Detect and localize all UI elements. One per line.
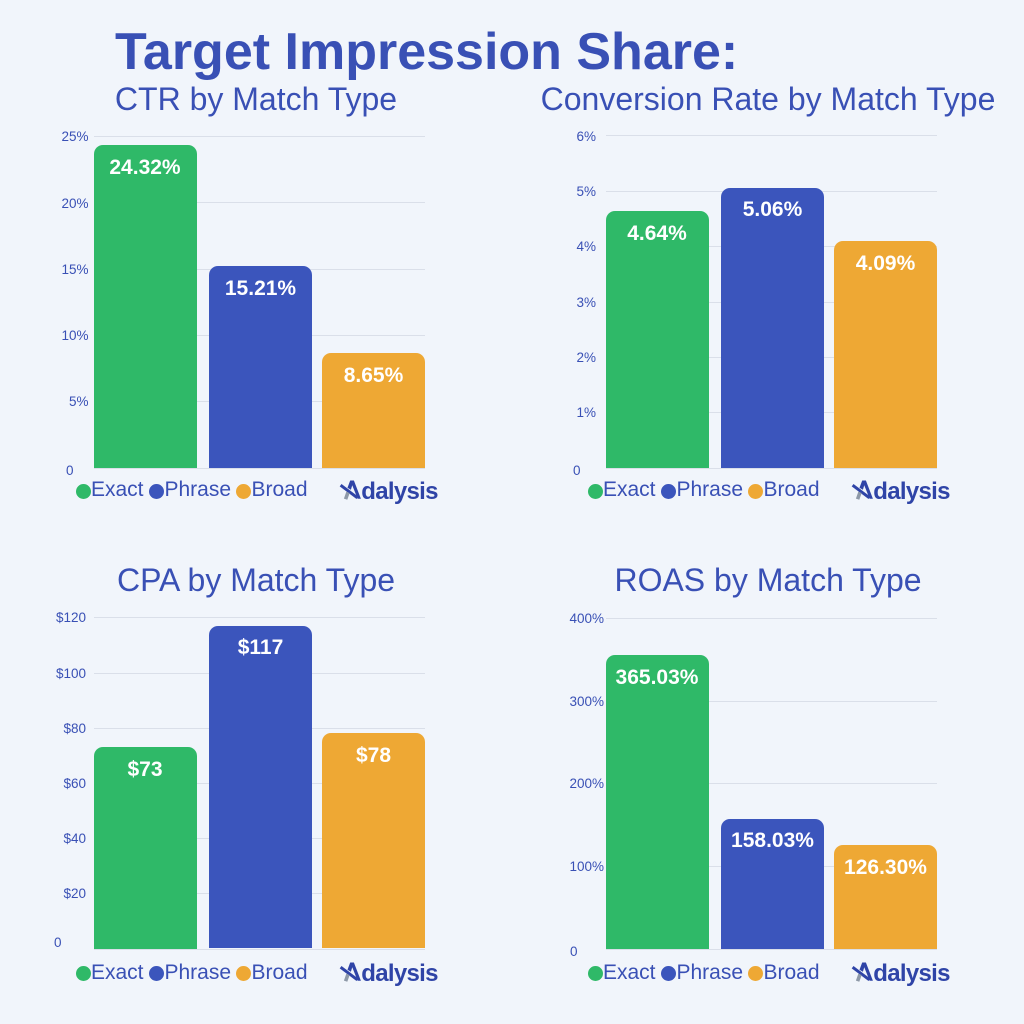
svg-text:dalysis: dalysis — [361, 960, 438, 987]
svg-text:dalysis: dalysis — [873, 960, 950, 987]
svg-text:dalysis: dalysis — [873, 478, 950, 505]
svg-text:dalysis: dalysis — [361, 478, 438, 505]
